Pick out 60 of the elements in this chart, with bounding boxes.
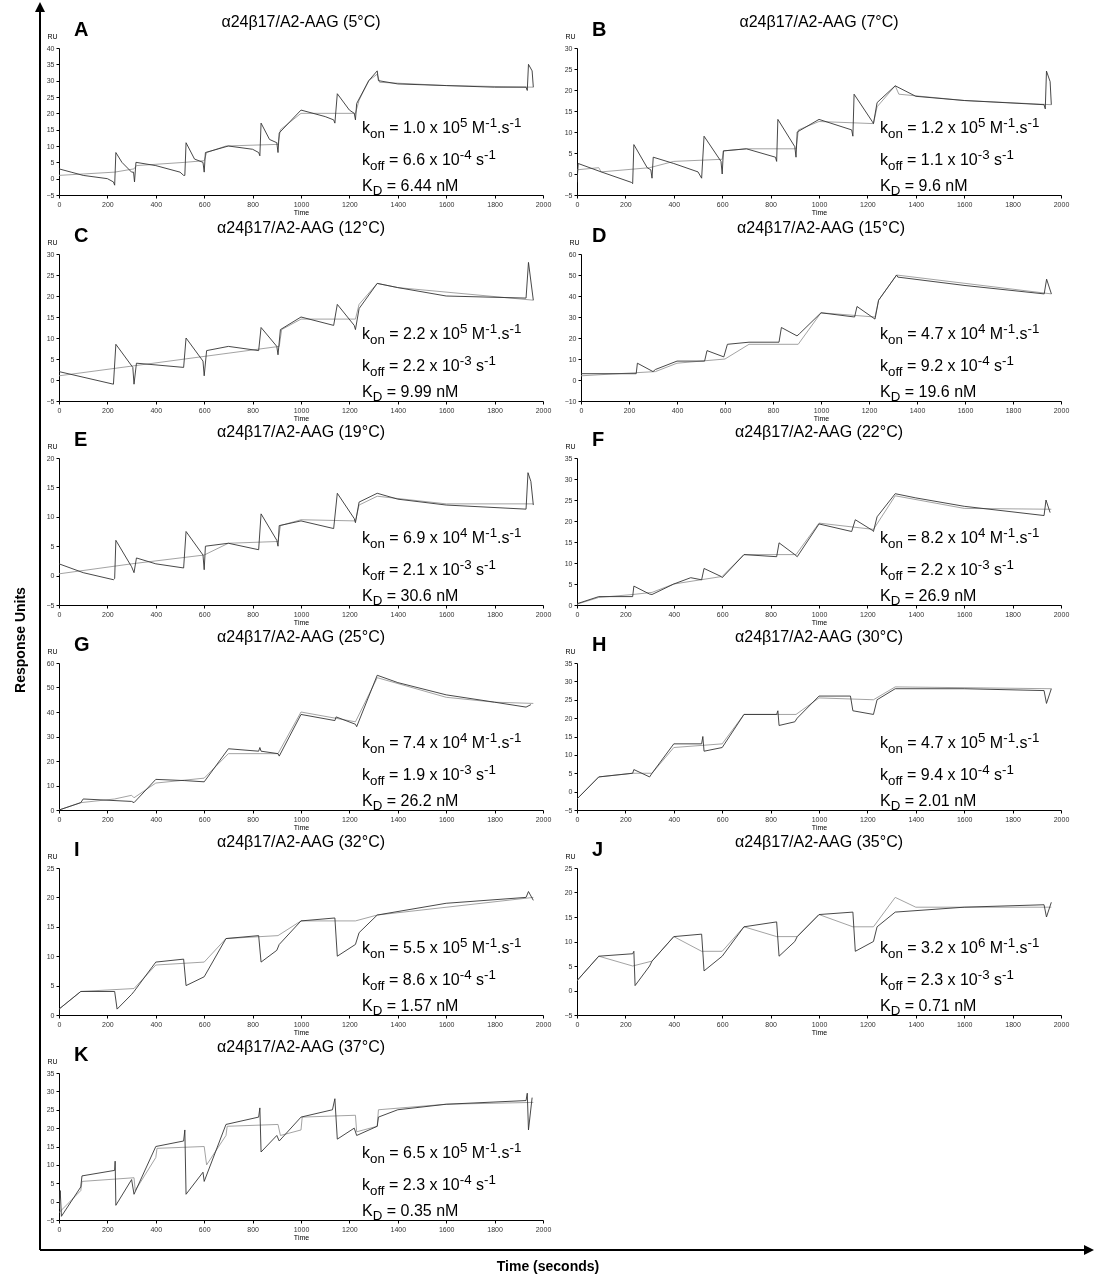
text: Time (seconds) (496, 1258, 600, 1274)
chart-title: α24β17/A2-AAG (32°C) (216, 833, 386, 850)
annotation: k$_{on}$ = 6.5 x 10$^{5}$ M$^{-1}$.s$^{-1}$ (362, 1139, 522, 1168)
annotation: K$_{D}$ = 9.99 nM (362, 382, 460, 407)
chart-title: α24β17/A2-AAG (5°C) (221, 13, 381, 30)
annotation: k$_{on}$ = 8.2 x 10$^{4}$ M$^{-1}$.s$^{-1}$ (880, 524, 1040, 553)
text: H (592, 633, 607, 656)
chart-title: α24β17/A2-AAG (15°C) (736, 219, 906, 236)
annotation: k$_{on}$ = 1.2 x 10$^{5}$ M$^{-1}$.s$^{-1}$ (880, 114, 1040, 143)
annotation: K$_{D}$ = 9.6 nM (880, 176, 969, 201)
annotation: K$_{D}$ = 6.44 nM (362, 176, 460, 201)
chart-title: α24β17/A2-AAG (25°C) (216, 628, 386, 645)
annotation: K$_{D}$ = 1.57 nM (362, 996, 460, 1021)
line-series (59, 472, 534, 581)
text: B (592, 18, 607, 41)
annotation: k$_{on}$ = 5.5 x 10$^{5}$ M$^{-1}$.s$^{-1}$ (362, 934, 522, 963)
chart-title: α24β17/A2-AAG (12°C) (216, 219, 386, 236)
chart-title: α24β17/A2-AAG (35°C) (734, 833, 904, 850)
line-series (59, 261, 534, 385)
annotation: K$_{D}$ = 0.35 nM (362, 1201, 460, 1226)
annotation: k$_{off}$ = 2.2 x 10$^{-3}$ s$^{-1}$ (362, 351, 497, 381)
annotation: K$_{D}$ = 0.71 nM (880, 996, 978, 1021)
line-series (59, 282, 534, 377)
annotation: k$_{off}$ = 2.1 x 10$^{-3}$ s$^{-1}$ (362, 555, 497, 585)
text: I (74, 838, 80, 861)
chart-title: α24β17/A2-AAG (7°C) (739, 13, 899, 30)
text: K (74, 1043, 89, 1066)
annotation: k$_{off}$ = 9.2 x 10$^{-4}$ s$^{-1}$ (880, 351, 1015, 381)
annotation: k$_{off}$ = 9.4 x 10$^{-4}$ s$^{-1}$ (880, 760, 1015, 790)
text: D (592, 224, 607, 247)
annotation: k$_{off}$ = 1.9 x 10$^{-3}$ s$^{-1}$ (362, 760, 497, 790)
annotation: K$_{D}$ = 2.01 nM (880, 791, 978, 816)
text: F (592, 428, 605, 451)
annotation: k$_{on}$ = 4.7 x 10$^{4}$ M$^{-1}$.s$^{-1}$ (880, 320, 1040, 349)
annotation: K$_{D}$ = 26.2 nM (362, 791, 460, 816)
text: J (592, 838, 604, 861)
annotation: k$_{off}$ = 6.6 x 10$^{-4}$ s$^{-1}$ (362, 145, 497, 175)
chart-title: α24β17/A2-AAG (19°C) (216, 423, 386, 440)
annotation: k$_{off}$ = 2.3 x 10$^{-4}$ s$^{-1}$ (362, 1170, 497, 1200)
chart-title: α24β17/A2-AAG (37°C) (216, 1038, 386, 1055)
annotation: k$_{on}$ = 7.4 x 10$^{4}$ M$^{-1}$.s$^{-1}$ (362, 729, 522, 758)
chart-title: α24β17/A2-AAG (22°C) (734, 423, 904, 440)
annotation: k$_{off}$ = 8.6 x 10$^{-4}$ s$^{-1}$ (362, 965, 497, 995)
text: Response Units (12, 587, 28, 693)
annotation: k$_{on}$ = 4.7 x 10$^{5}$ M$^{-1}$.s$^{-1}$ (880, 729, 1040, 758)
annotation: k$_{off}$ = 2.2 x 10$^{-3}$ s$^{-1}$ (880, 555, 1015, 585)
annotation: K$_{D}$ = 26.9 nM (880, 586, 978, 611)
annotation: K$_{D}$ = 19.6 nM (880, 382, 978, 407)
annotation: k$_{off}$ = 1.1 x 10$^{-3}$ s$^{-1}$ (880, 145, 1015, 175)
annotation: k$_{on}$ = 6.9 x 10$^{4}$ M$^{-1}$.s$^{-1}$ (362, 524, 522, 553)
chart-title: α24β17/A2-AAG (30°C) (734, 628, 904, 645)
annotation: k$_{on}$ = 2.2 x 10$^{5}$ M$^{-1}$.s$^{-1}$ (362, 320, 522, 349)
annotation: k$_{on}$ = 1.0 x 10$^{5}$ M$^{-1}$.s$^{-1}$ (362, 114, 522, 143)
annotation: K$_{D}$ = 30.6 nM (362, 586, 460, 611)
text: G (74, 633, 90, 656)
text: E (74, 428, 88, 451)
text: A (74, 18, 89, 41)
annotation: k$_{on}$ = 3.2 x 10$^{6}$ M$^{-1}$.s$^{-1}$ (880, 934, 1040, 963)
text: C (74, 224, 89, 247)
annotation: k$_{off}$ = 2.3 x 10$^{-3}$ s$^{-1}$ (880, 965, 1015, 995)
